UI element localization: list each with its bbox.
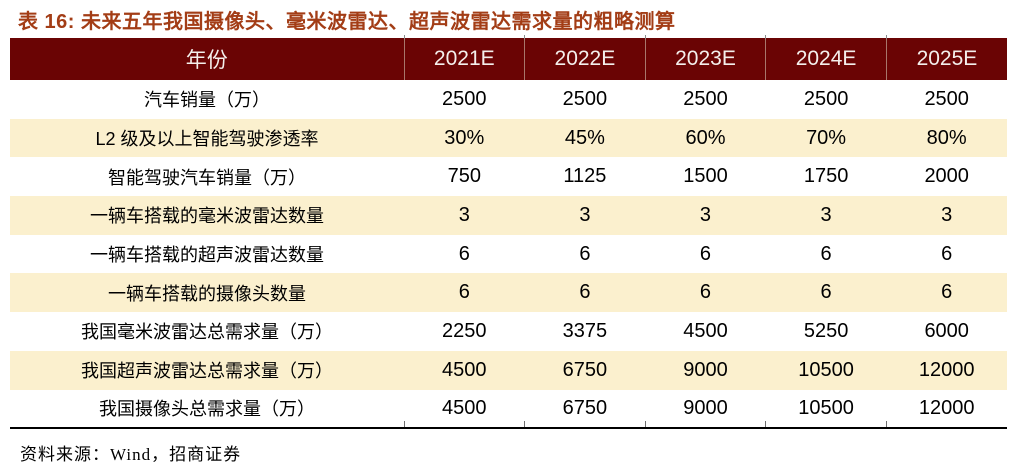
cell-value: 9000 (645, 389, 766, 429)
cell-value: 4500 (645, 312, 766, 351)
cell-value: 2500 (404, 80, 525, 119)
cell-value: 1500 (645, 157, 766, 197)
table-header-row: 年份 2021E 2022E 2023E 2024E 2025E (10, 38, 1007, 80)
table-row: 一辆车搭载的摄像头数量 6 6 6 6 6 (10, 273, 1007, 313)
row-label-ultrasonic-total-demand: 我国超声波雷达总需求量（万） (10, 350, 404, 390)
table-row: 我国摄像头总需求量（万） 4500 6750 9000 10500 12000 (10, 389, 1007, 429)
cell-value: 2250 (404, 312, 525, 351)
cell-value: 6 (524, 273, 646, 313)
cell-value: 9000 (645, 350, 766, 390)
cell-value: 3 (524, 196, 646, 235)
header-col-2025e: 2025E (885, 38, 1007, 80)
cell-value: 6 (404, 234, 525, 274)
header-col-2024e: 2024E (765, 38, 887, 80)
cell-value: 1125 (524, 157, 646, 197)
cell-value: 4500 (404, 389, 525, 429)
row-label-mmwave-per-car: 一辆车搭载的毫米波雷达数量 (10, 196, 404, 235)
table-row: 一辆车搭载的毫米波雷达数量 3 3 3 3 3 (10, 196, 1007, 235)
cell-value: 3 (765, 196, 887, 235)
header-year-label: 年份 (10, 38, 404, 80)
cell-value: 1750 (765, 157, 887, 197)
cell-value: 3375 (524, 312, 646, 351)
tick-mark (886, 35, 887, 39)
cell-value: 4500 (404, 350, 525, 390)
cell-value: 60% (645, 118, 766, 158)
table-row: 我国超声波雷达总需求量（万） 4500 6750 9000 10500 1200… (10, 350, 1007, 390)
cell-value: 6 (404, 273, 525, 313)
tick-mark (524, 421, 525, 428)
row-label-mmwave-total-demand: 我国毫米波雷达总需求量（万） (10, 312, 404, 351)
cell-value: 6 (645, 273, 766, 313)
cell-value: 10500 (765, 350, 887, 390)
table-row: 智能驾驶汽车销量（万） 750 1125 1500 1750 2000 (10, 157, 1007, 197)
row-label-smart-car-sales: 智能驾驶汽车销量（万） (10, 157, 404, 197)
cell-value: 6750 (524, 389, 646, 429)
cell-value: 12000 (886, 389, 1007, 429)
cell-value: 10500 (765, 389, 887, 429)
cell-value: 45% (524, 118, 646, 158)
cell-value: 2500 (524, 80, 646, 119)
cell-value: 5250 (765, 312, 887, 351)
table-row: 我国毫米波雷达总需求量（万） 2250 3375 4500 5250 6000 (10, 312, 1007, 351)
cell-value: 2000 (886, 157, 1007, 197)
cell-value: 3 (645, 196, 766, 235)
cell-value: 6000 (886, 312, 1007, 351)
source-note: 资料来源：Wind，招商证券 (20, 445, 242, 464)
header-col-2023e: 2023E (644, 38, 766, 80)
tick-mark (404, 421, 405, 428)
cell-value: 6 (765, 273, 887, 313)
row-label-car-sales: 汽车销量（万） (10, 80, 404, 119)
cell-value: 70% (765, 118, 887, 158)
cell-value: 6 (886, 273, 1007, 313)
row-label-ultrasonic-per-car: 一辆车搭载的超声波雷达数量 (10, 234, 404, 274)
cell-value: 6750 (524, 350, 646, 390)
table-title: 表 16: 未来五年我国摄像头、毫米波雷达、超声波雷达需求量的粗略测算 (18, 11, 676, 33)
demand-forecast-table: 年份 2021E 2022E 2023E 2024E 2025E 汽车销量（万）… (10, 35, 1007, 430)
row-label-camera-per-car: 一辆车搭载的摄像头数量 (10, 273, 404, 313)
tick-mark (524, 35, 525, 39)
cell-value: 750 (404, 157, 525, 197)
cell-value: 6 (886, 234, 1007, 274)
tick-mark (645, 35, 646, 39)
tick-mark (886, 421, 887, 428)
cell-value: 6 (765, 234, 887, 274)
cell-value: 6 (524, 234, 646, 274)
cell-value: 2500 (886, 80, 1007, 119)
header-col-2021e: 2021E (403, 38, 525, 80)
row-label-camera-total-demand: 我国摄像头总需求量（万） (10, 389, 404, 429)
tick-mark (765, 35, 766, 39)
tick-mark (404, 35, 405, 39)
tick-mark (765, 421, 766, 428)
table-row: 一辆车搭载的超声波雷达数量 6 6 6 6 6 (10, 234, 1007, 274)
cell-value: 2500 (645, 80, 766, 119)
cell-value: 3 (886, 196, 1007, 235)
cell-value: 2500 (765, 80, 887, 119)
cell-value: 12000 (886, 350, 1007, 390)
data-table: 年份 2021E 2022E 2023E 2024E 2025E 汽车销量（万）… (10, 38, 1007, 430)
table-row: 汽车销量（万） 2500 2500 2500 2500 2500 (10, 80, 1007, 119)
table-row: L2 级及以上智能驾驶渗透率 30% 45% 60% 70% 80% (10, 118, 1007, 158)
header-col-2022e: 2022E (524, 38, 646, 80)
tick-mark (645, 421, 646, 428)
cell-value: 30% (404, 118, 525, 158)
cell-value: 6 (645, 234, 766, 274)
row-label-l2-penetration: L2 级及以上智能驾驶渗透率 (10, 118, 404, 158)
cell-value: 3 (404, 196, 525, 235)
cell-value: 80% (886, 118, 1007, 158)
